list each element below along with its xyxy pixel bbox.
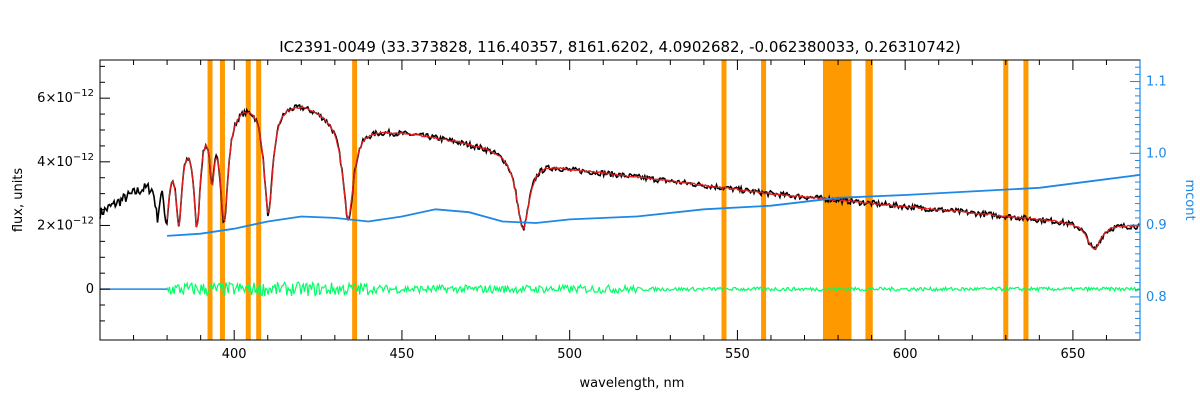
mask-line-4 <box>352 60 358 340</box>
x-tick-label: 650 <box>1060 347 1085 362</box>
series-model-line <box>166 106 1140 251</box>
x-tick-label: 600 <box>893 347 918 362</box>
y2-tick-label: 0.9 <box>1146 218 1167 233</box>
y2-tick-label: 0.8 <box>1146 290 1167 305</box>
mask-line-8 <box>867 60 873 340</box>
y2-axis-label: mcont <box>1182 179 1197 220</box>
y-axis-label: flux, units <box>11 168 26 233</box>
x-tick-label: 550 <box>725 347 750 362</box>
series-mcont-line <box>167 174 1141 237</box>
x-axis: 400 450 500 550 600 650 <box>99 60 1141 362</box>
y-axis: 0 2×10−12 4×10−12 6×10−12 <box>37 65 110 322</box>
plot-frame <box>99 59 1141 341</box>
y-tick-label: 6×10−12 <box>37 88 94 106</box>
x-tick-label: 500 <box>557 347 582 362</box>
mask-line-5 <box>721 60 727 340</box>
x-tick-label: 400 <box>222 347 247 362</box>
x-tick-label: 450 <box>390 347 415 362</box>
y2-axis: 0.8 0.9 1.0 1.1 <box>1130 60 1167 340</box>
mask-line-2 <box>245 60 251 340</box>
chart-title: IC2391-0049 (33.373828, 116.40357, 8161.… <box>279 38 961 56</box>
y-tick-label: 2×10−12 <box>37 215 94 233</box>
series-observed-line <box>99 103 1140 251</box>
y2-tick-label: 1.0 <box>1146 146 1167 161</box>
plot-lines <box>99 103 1141 297</box>
x-axis-label: wavelength, nm <box>580 376 685 391</box>
y2-tick-label: 1.1 <box>1146 75 1167 90</box>
mask-line-10 <box>1023 60 1029 340</box>
mask-line-3 <box>256 60 262 340</box>
mask-line-6 <box>761 60 767 340</box>
mask-line-0 <box>207 60 213 340</box>
mask-line-9 <box>1003 60 1009 340</box>
y-tick-label: 0 <box>86 282 94 297</box>
y-tick-label: 4×10−12 <box>37 152 94 170</box>
series-residual-line <box>166 280 1140 297</box>
masked-regions <box>207 60 1029 340</box>
mask-line-1 <box>219 60 225 340</box>
